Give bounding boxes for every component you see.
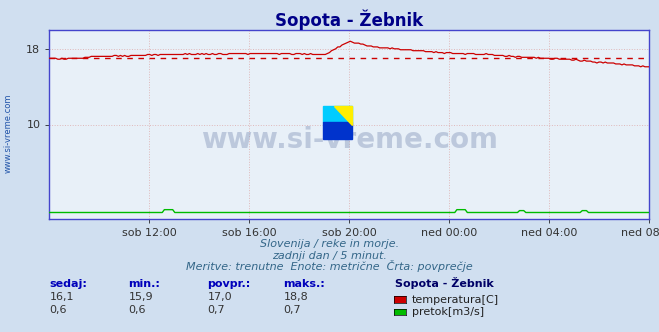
Text: Slovenija / reke in morje.: Slovenija / reke in morje.: [260, 239, 399, 249]
Polygon shape: [323, 122, 352, 139]
Text: sedaj:: sedaj:: [49, 279, 87, 289]
Text: 17,0: 17,0: [208, 292, 232, 302]
Text: temperatura[C]: temperatura[C]: [412, 295, 499, 305]
Text: 15,9: 15,9: [129, 292, 153, 302]
Text: maks.:: maks.:: [283, 279, 325, 289]
Text: www.si-vreme.com: www.si-vreme.com: [201, 125, 498, 154]
Text: pretok[m3/s]: pretok[m3/s]: [412, 307, 484, 317]
Text: zadnji dan / 5 minut.: zadnji dan / 5 minut.: [272, 251, 387, 261]
Text: 18,8: 18,8: [283, 292, 308, 302]
Title: Sopota - Žebnik: Sopota - Žebnik: [275, 9, 423, 30]
Text: 0,7: 0,7: [208, 305, 225, 315]
Text: min.:: min.:: [129, 279, 160, 289]
Text: povpr.:: povpr.:: [208, 279, 251, 289]
Text: 0,6: 0,6: [129, 305, 146, 315]
Text: Meritve: trenutne  Enote: metrične  Črta: povprečje: Meritve: trenutne Enote: metrične Črta: …: [186, 260, 473, 272]
Text: www.si-vreme.com: www.si-vreme.com: [3, 93, 13, 173]
Text: 0,6: 0,6: [49, 305, 67, 315]
Text: 0,7: 0,7: [283, 305, 301, 315]
Text: 16,1: 16,1: [49, 292, 74, 302]
Text: Sopota - Žebnik: Sopota - Žebnik: [395, 277, 494, 289]
Polygon shape: [323, 106, 352, 122]
Polygon shape: [334, 106, 352, 125]
